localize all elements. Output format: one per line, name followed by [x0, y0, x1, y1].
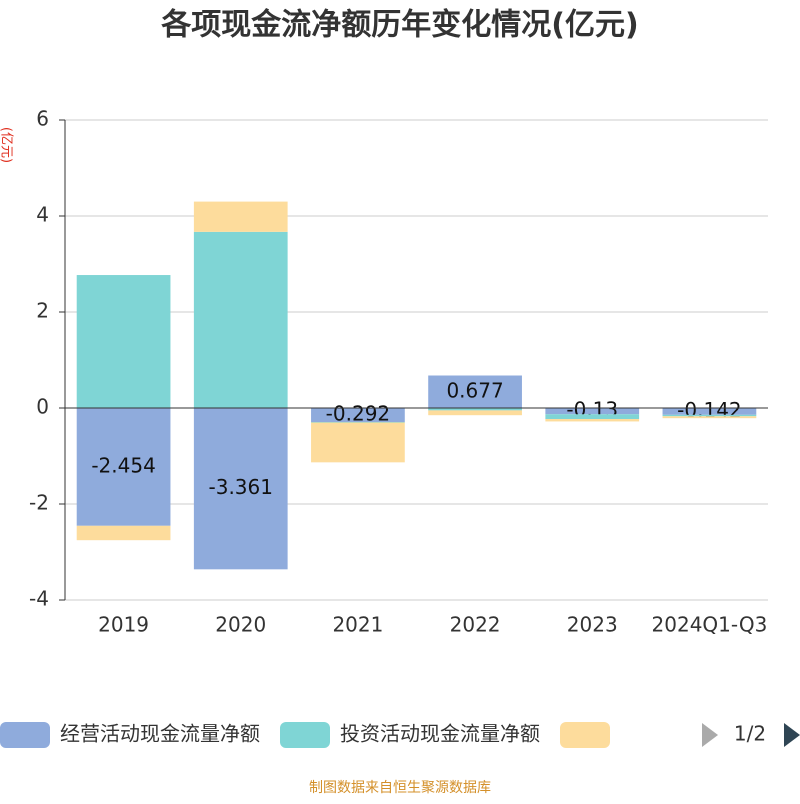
chart-title: 各项现金流净额历年变化情况(亿元): [160, 8, 638, 43]
y-axis-label: (亿元): [0, 127, 14, 163]
bar-segment: [545, 419, 639, 421]
x-tick-label: 2024Q1-Q3: [652, 613, 768, 637]
legend-swatch: [560, 722, 610, 748]
legend-label: 投资活动现金流量净额: [340, 722, 540, 746]
y-tick-label: 0: [36, 395, 49, 419]
x-tick-label: 2019: [98, 613, 149, 637]
data-label: -0.292: [326, 402, 390, 426]
y-tick-label: -4: [29, 587, 49, 611]
bar-segment: [663, 415, 757, 416]
legend-page: 1/2: [734, 722, 766, 746]
bar-segment: [77, 275, 171, 408]
bar-segment: [311, 422, 405, 462]
y-tick-label: -2: [29, 491, 49, 515]
bar-segment: [77, 526, 171, 540]
y-tick-label: 6: [36, 107, 49, 131]
x-tick-label: 2021: [332, 613, 383, 637]
data-label: -2.454: [91, 453, 155, 477]
legend-prev[interactable]: [702, 723, 718, 747]
bar-segment: [428, 410, 522, 415]
y-tick-label: 4: [36, 203, 49, 227]
bar-segment: [663, 416, 757, 418]
x-tick-label: 2022: [450, 613, 501, 637]
source-note: 制图数据来自恒生聚源数据库: [309, 780, 491, 796]
data-label: 0.677: [446, 378, 503, 402]
legend-swatch: [0, 722, 50, 748]
legend-swatch: [280, 722, 330, 748]
legend-label: 经营活动现金流量净额: [60, 722, 260, 746]
data-label: -3.361: [209, 475, 273, 499]
data-label: -0.142: [677, 398, 741, 422]
bar-segment: [194, 202, 288, 232]
bar-segment: [194, 232, 288, 408]
bar-segment: [545, 414, 639, 419]
y-tick-label: 2: [36, 299, 49, 323]
x-tick-label: 2023: [567, 613, 618, 637]
x-tick-label: 2020: [215, 613, 266, 637]
legend-next[interactable]: [784, 723, 800, 747]
